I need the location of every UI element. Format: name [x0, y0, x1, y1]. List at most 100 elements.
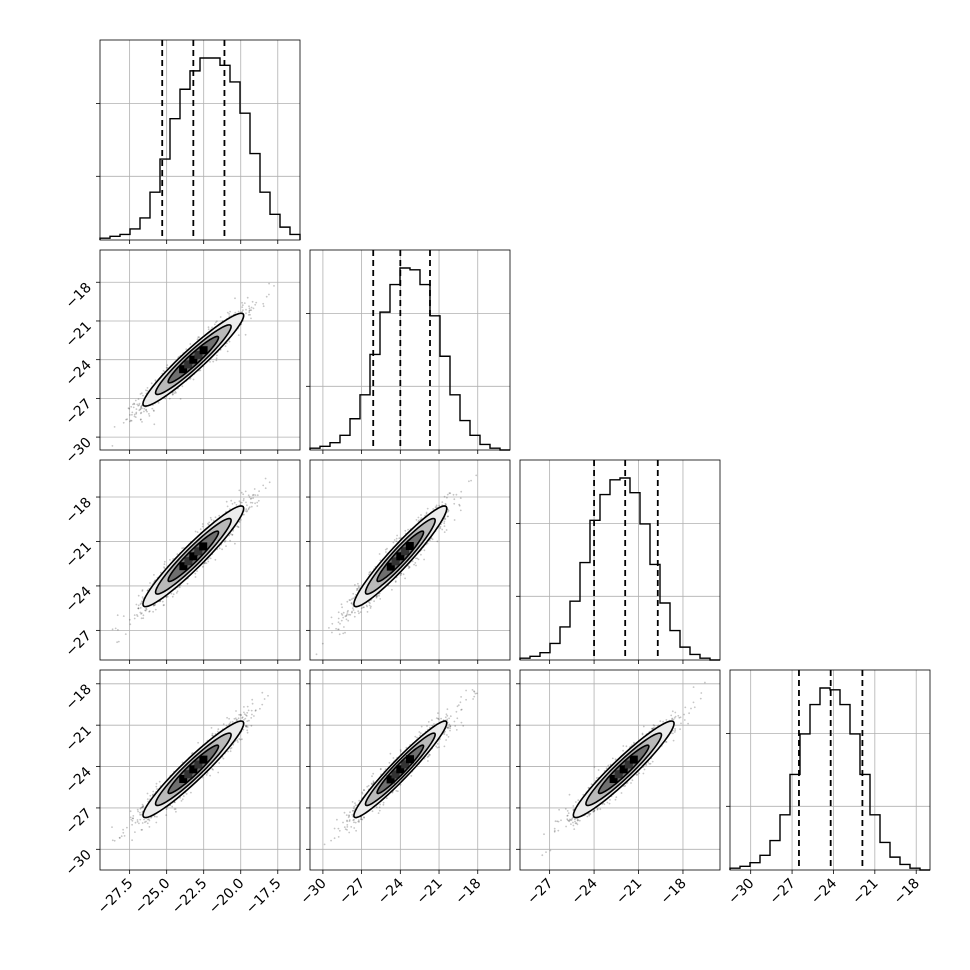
scatter-point [615, 796, 618, 799]
scatter-point [145, 607, 148, 610]
scatter-point [357, 585, 360, 587]
scatter-point [221, 548, 224, 551]
scatter-point [127, 407, 130, 410]
scatter-point [354, 802, 356, 805]
scatter-point [353, 615, 356, 618]
scatter-point [348, 815, 351, 817]
scatter-point [443, 745, 446, 748]
scatter-point [331, 631, 333, 634]
scatter-point [333, 837, 336, 840]
scatter-point [443, 733, 446, 735]
panel-border [729, 669, 931, 871]
scatter-point [248, 311, 251, 314]
density-block [609, 775, 618, 783]
panel-content [541, 681, 706, 857]
scatter-point [152, 610, 155, 613]
scatter-point [408, 566, 411, 568]
scatter-point [132, 817, 134, 820]
scatter-point [411, 560, 414, 563]
scatter-point [347, 816, 350, 819]
scatter-point [249, 501, 252, 504]
panel-border [519, 669, 721, 871]
scatter-point [458, 504, 461, 507]
scatter-point [117, 640, 120, 643]
scatter-point [225, 500, 228, 503]
scatter-point [249, 309, 251, 312]
scatter-point [438, 504, 441, 507]
scatter-point [348, 831, 351, 834]
scatter-point [251, 713, 253, 716]
scatter-point [172, 393, 174, 396]
scatter-point [210, 518, 213, 521]
scatter-point [173, 808, 176, 811]
scatter-point [245, 508, 248, 511]
scatter-point [440, 717, 442, 720]
density-block [189, 355, 198, 364]
scatter-point [246, 720, 249, 722]
scatter-point [263, 698, 266, 700]
scatter-point [549, 849, 552, 852]
scatter-point [174, 390, 177, 393]
scatter-point [189, 378, 191, 380]
scatter-point [372, 781, 375, 784]
scatter-point [420, 517, 423, 519]
scatter-point [162, 604, 165, 607]
scatter-point [444, 730, 446, 733]
scatter-point [211, 768, 214, 770]
scatter-point [453, 720, 456, 723]
density-block [184, 557, 193, 566]
scatter-point [153, 604, 156, 607]
scatter-point [130, 419, 133, 422]
scatter-point [609, 799, 611, 801]
x-tick-label-1-4: −18 [452, 876, 484, 908]
scatter-point [673, 717, 676, 719]
histogram-panel-0 [96, 39, 301, 244]
scatter-point [145, 608, 148, 611]
scatter-point [337, 611, 340, 614]
scatter-point [141, 407, 143, 410]
scatter-point [346, 824, 349, 826]
scatter-point [144, 609, 147, 612]
scatter-point [659, 720, 662, 722]
scatter-point [140, 612, 143, 614]
scatter-point [207, 326, 210, 329]
scatter-point [205, 774, 208, 776]
scatter-point [368, 604, 371, 607]
scatter-point [133, 617, 136, 620]
scatter-point [572, 808, 575, 811]
scatter-point [123, 835, 126, 837]
scatter-point [262, 305, 265, 308]
scatter-point [574, 820, 576, 823]
scatter-point [345, 615, 348, 617]
panel-content [111, 477, 271, 644]
scatter-point [431, 538, 434, 541]
scatter-point [357, 819, 360, 822]
y-tick-label-1-2: −24 [63, 357, 95, 389]
scatter-point [251, 300, 254, 303]
density-block [199, 542, 208, 551]
histogram-step-2 [519, 477, 720, 661]
scatter-point [242, 493, 245, 496]
scatter-point [257, 499, 260, 502]
scatter-point [180, 800, 183, 802]
scatter-point [353, 818, 355, 821]
scatter-point [570, 823, 572, 825]
scatter-point [408, 566, 411, 569]
scatter-point [335, 627, 337, 630]
scatter-point [165, 808, 168, 811]
scatter-point [321, 642, 324, 645]
scatter-point [367, 784, 370, 787]
scatter-point [684, 706, 687, 709]
scatter-point [250, 306, 253, 309]
scatter-point [243, 719, 245, 721]
scatter-point [449, 727, 451, 730]
scatter-point [357, 586, 360, 589]
scatter-point [459, 701, 462, 704]
scatter-point [166, 367, 169, 369]
scatter-point [641, 733, 644, 736]
scatter-point [354, 821, 357, 824]
scatter-point [194, 576, 197, 578]
scatter-point [683, 719, 686, 721]
scatter-point [413, 563, 415, 566]
